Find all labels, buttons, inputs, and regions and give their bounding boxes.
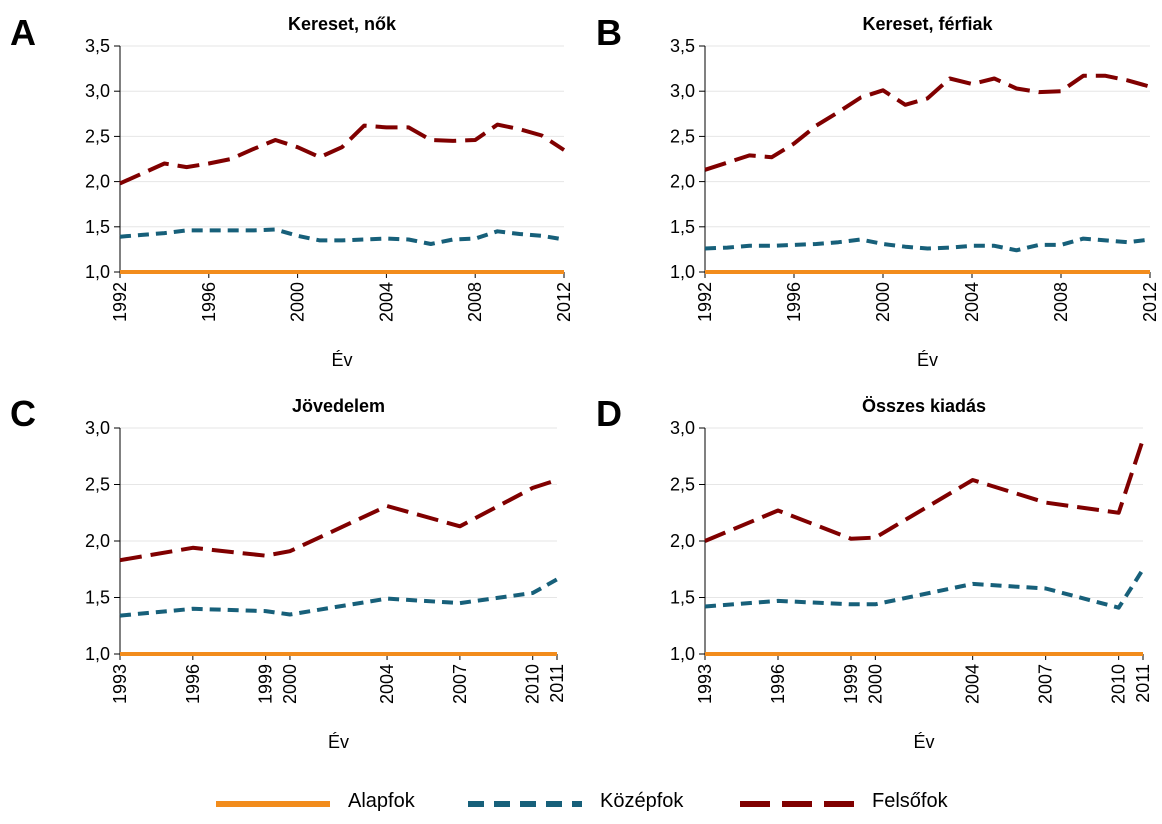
y-tick-label: 3,0: [670, 418, 695, 438]
panel-a: 1,0 1,5 2,0 2,5 3,0 3,5 1992 1996 2000 2004 2008 20…: [85, 14, 574, 370]
x-tick-label: 2004: [376, 282, 396, 322]
series-line-felsofok: [119, 478, 558, 563]
x-tick-label: 1996: [768, 664, 788, 704]
series-line-felsofok: [704, 73, 1151, 172]
y-tick-label: 3,0: [85, 418, 110, 438]
series-line-kozepfok: [119, 577, 558, 618]
x-tick-label: 1996: [183, 664, 203, 704]
x-tick-label: 2004: [377, 664, 397, 704]
y-tick-label: 3,0: [85, 81, 110, 101]
x-tick-label: 1992: [695, 282, 715, 322]
x-axis-label: Év: [913, 732, 934, 752]
x-tick-label: 2012: [1140, 282, 1160, 322]
y-tick-label: 2,0: [670, 531, 695, 551]
y-tick-label: 2,5: [85, 126, 110, 146]
y-tick-label: 3,5: [670, 36, 695, 56]
x-tick-label: 1993: [695, 664, 715, 704]
y-tick-label: 2,5: [670, 475, 695, 495]
panel-letter-a: A: [10, 12, 36, 53]
x-axis-label: Év: [917, 350, 938, 370]
x-axis-label: Év: [328, 732, 349, 752]
legend-item-kozepfok: Középfok: [466, 784, 726, 824]
legend-item-felsofok: Felsőfok: [738, 784, 998, 824]
x-tick-label: 2008: [1051, 282, 1071, 322]
series-line-felsofok: [119, 122, 566, 186]
legend-item-alapfok: Alapfok: [214, 784, 454, 824]
x-tick-label: 1992: [110, 282, 130, 322]
y-tick-label: 3,5: [85, 36, 110, 56]
x-tick-label: 1993: [110, 664, 130, 704]
y-tick-label: 1,5: [670, 217, 695, 237]
legend-label-alapfok: Alapfok: [348, 790, 415, 812]
x-tick-label: 2011: [1133, 664, 1153, 703]
panel-title: Összes kiadás: [862, 396, 986, 416]
x-tick-label: 2000: [865, 664, 885, 704]
y-tick-label: 1,0: [670, 644, 695, 664]
legend-swatch-kozepfok: [468, 801, 582, 807]
y-tick-label: 2,0: [670, 172, 695, 192]
panel-title: Kereset, nők: [288, 14, 397, 34]
x-tick-label: 2000: [873, 282, 893, 322]
legend: Alapfok Középfok Felsőfok: [0, 784, 1162, 824]
x-tick-label: 2011: [547, 664, 567, 703]
panel-letter-b: B: [596, 12, 622, 53]
panel-letter-d: D: [596, 393, 622, 434]
y-tick-label: 2,0: [85, 172, 110, 192]
x-tick-label: 2004: [963, 664, 983, 704]
series-line-kozepfok: [704, 236, 1151, 253]
legend-swatch-felsofok: [740, 801, 854, 807]
x-tick-label: 1999: [256, 664, 276, 704]
y-tick-label: 1,0: [85, 262, 110, 282]
y-tick-label: 3,0: [670, 81, 695, 101]
series-line-felsofok: [704, 438, 1145, 543]
legend-label-felsofok: Felsőfok: [872, 790, 948, 812]
x-tick-label: 2008: [465, 282, 485, 322]
x-tick-label: 2010: [1109, 664, 1129, 704]
y-tick-label: 2,5: [85, 475, 110, 495]
x-tick-label: 2010: [523, 664, 543, 704]
x-tick-label: 2007: [450, 664, 470, 704]
x-axis-label: Év: [331, 350, 352, 370]
panel-title: Jövedelem: [292, 396, 385, 416]
series-line-kozepfok: [119, 227, 565, 246]
legend-label-kozepfok: Középfok: [600, 790, 684, 812]
panel-c: 1,0 1,5 2,0 2,5 3,0 1993 1996 1999 2000 2004 2007 2…: [85, 396, 567, 752]
panel-letter-c: C: [10, 393, 36, 434]
x-tick-label: 2007: [1036, 664, 1056, 704]
y-tick-label: 1,0: [670, 262, 695, 282]
y-tick-label: 1,5: [85, 217, 110, 237]
panel-title: Kereset, férfiak: [862, 14, 993, 34]
x-tick-label: 2012: [554, 282, 574, 322]
x-tick-label: 1996: [199, 282, 219, 322]
x-tick-label: 2000: [280, 664, 300, 704]
x-tick-label: 2004: [962, 282, 982, 322]
y-tick-label: 1,5: [85, 588, 110, 608]
legend-swatch-alapfok: [216, 801, 330, 807]
x-tick-label: 1996: [784, 282, 804, 322]
panel-d: 1,0 1,5 2,0 2,5 3,0 1993 1996 1999 2000 2004 2007 2…: [670, 396, 1153, 752]
x-tick-label: 1999: [841, 664, 861, 704]
series-line-kozepfok: [704, 568, 1145, 610]
y-tick-label: 2,0: [85, 531, 110, 551]
panel-b: 1,0 1,5 2,0 2,5 3,0 3,5 1992 1996 2000 2004 2008 20…: [670, 14, 1160, 370]
x-tick-label: 2000: [288, 282, 308, 322]
y-tick-label: 1,5: [670, 588, 695, 608]
y-tick-label: 1,0: [85, 644, 110, 664]
y-tick-label: 2,5: [670, 126, 695, 146]
